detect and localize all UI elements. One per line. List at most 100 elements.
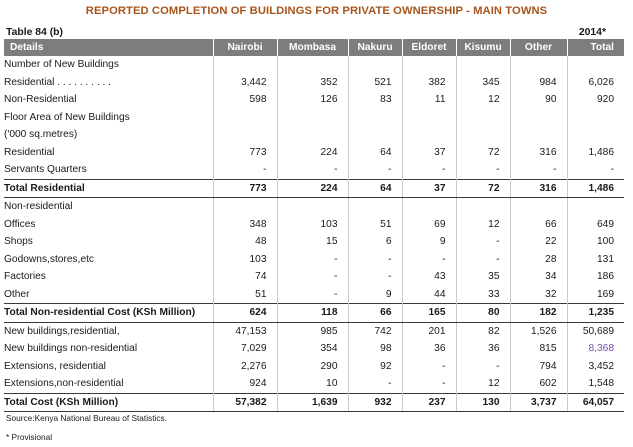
- table-row: Number of New Buildings: [4, 56, 624, 74]
- cell-nairobi: 598: [213, 91, 278, 109]
- cell-nakuru: 742: [348, 322, 403, 340]
- row-label: Factories: [4, 268, 214, 286]
- cell-eldoret: -: [402, 250, 457, 268]
- table-row: Total Residential 773 224 64 37 72 316 1,486: [4, 178, 624, 198]
- cell-nairobi: 48: [213, 233, 278, 251]
- table-row: Factories 74- -43 35 34 186: [4, 268, 624, 286]
- column-header: Total: [567, 39, 624, 56]
- cell-kisumu: [456, 197, 511, 216]
- cell-mombasa: -: [277, 250, 349, 268]
- column-header: Mombasa: [277, 39, 349, 56]
- cell-total: 131: [597, 253, 614, 265]
- table-row: Extensions, residential 2,276 290 92- -794 3,…: [4, 357, 624, 375]
- cell-mombasa: 290: [277, 357, 349, 375]
- cell-nairobi: 3,442: [213, 73, 278, 91]
- provisional-note: * Provisional: [6, 432, 53, 442]
- table-row: Non-Residential 598 126 83 11 12 90 920: [4, 91, 624, 109]
- row-label: Shops: [4, 233, 214, 251]
- cell-total: -: [610, 164, 614, 175]
- row-label: Floor Area of New Buildings: [4, 108, 214, 126]
- cell-nakuru: 64: [348, 143, 403, 161]
- cell-nairobi: -: [213, 161, 278, 179]
- cell-eldoret: 69: [402, 215, 457, 233]
- cell-kisumu: 36: [456, 340, 511, 358]
- cell-nairobi: 7,029: [213, 340, 278, 358]
- cell-mombasa: [277, 126, 349, 144]
- cell-nairobi: 624: [213, 303, 278, 323]
- cell-kisumu: 12: [456, 91, 511, 109]
- table-row: ('000 sq.metres): [4, 126, 624, 144]
- row-label: Extensions,non-residential: [4, 375, 214, 393]
- row-label: Other: [4, 285, 214, 304]
- cell-mombasa: 224: [277, 178, 349, 198]
- cell-nakuru: [348, 56, 403, 74]
- cell-eldoret: 11: [402, 91, 457, 109]
- cell-mombasa: 1,639: [277, 392, 349, 412]
- cell-kisumu: 345: [456, 73, 511, 91]
- row-label: Non-Residential: [4, 91, 214, 109]
- cell-nakuru: 932: [348, 392, 403, 412]
- cell-total: 1,548: [588, 378, 615, 389]
- cell-kisumu: 80: [456, 303, 511, 323]
- cell-other: [510, 126, 568, 144]
- row-label: Offices: [4, 215, 214, 233]
- cell-nairobi: 924: [213, 375, 278, 393]
- cell-nairobi: [213, 197, 278, 216]
- cell-other: 794: [510, 357, 568, 375]
- cell-mombasa: 118: [277, 303, 349, 323]
- cell-nairobi: 47,153: [213, 322, 278, 340]
- cell-eldoret: 201: [402, 322, 457, 340]
- table-row: Servants Quarters - - - - - - -: [4, 161, 624, 179]
- table-row: Non-residential: [4, 197, 624, 216]
- cell-total: 1,486: [588, 146, 615, 158]
- cell-nakuru: -: [348, 375, 403, 393]
- cell-nakuru: [348, 108, 403, 126]
- cell-mombasa: 10: [277, 375, 349, 393]
- cell-eldoret: 36: [402, 340, 457, 358]
- cell-mombasa: 103: [277, 215, 349, 233]
- cell-other: 34: [510, 268, 568, 286]
- cell-eldoret: 165: [402, 303, 457, 323]
- cell-kisumu: 12: [456, 375, 511, 393]
- cell-mombasa: [277, 56, 349, 74]
- row-label: Total Cost (KSh Million): [4, 392, 214, 412]
- cell-other: 66: [510, 215, 568, 233]
- row-label: Residential . . . . . . . . . .: [4, 73, 214, 91]
- cell-total: 649: [597, 218, 614, 230]
- cell-eldoret: 37: [402, 178, 457, 198]
- cell-total: 186: [597, 271, 614, 282]
- cell-total: [567, 109, 624, 127]
- table-row: Residential . . . . . . . . . . 3,442 352 5…: [4, 73, 624, 91]
- column-header: Eldoret: [402, 39, 457, 56]
- cell-nakuru: [348, 197, 403, 216]
- cell-mombasa: 15: [277, 233, 349, 251]
- cell-nakuru: -: [348, 161, 403, 179]
- cell-total: 64,057: [567, 392, 624, 412]
- table-title: REPORTED COMPLETION OF BUILDINGS FOR PRI…: [85, 5, 548, 17]
- cell-total: 8,368: [588, 343, 615, 354]
- cell-kisumu: -: [456, 357, 511, 375]
- year-label: 2014*: [578, 27, 606, 38]
- cell-mombasa: -: [277, 161, 349, 179]
- cell-mombasa: 352: [277, 73, 349, 91]
- column-header: Other: [510, 39, 568, 56]
- row-label: Servants Quarters: [4, 161, 214, 179]
- cell-nairobi: [213, 56, 278, 74]
- cell-nairobi: 74: [213, 268, 278, 286]
- cell-eldoret: [402, 197, 457, 216]
- cell-kisumu: 72: [456, 143, 511, 161]
- cell-nairobi: 51: [213, 285, 278, 304]
- cell-other: 815: [510, 340, 568, 358]
- cell-nairobi: 2,276: [213, 357, 278, 375]
- cell-eldoret: 43: [402, 268, 457, 286]
- cell-nairobi: 57,382: [213, 392, 278, 412]
- cell-nakuru: 9: [348, 285, 403, 304]
- cell-mombasa: [277, 108, 349, 126]
- table-row: New buildings,residential, 47,153 985 742 20…: [4, 322, 624, 340]
- cell-eldoret: -: [402, 375, 457, 393]
- cell-total: 1,235: [567, 303, 624, 323]
- cell-total: [567, 198, 624, 216]
- cell-total: 3,452: [588, 360, 615, 372]
- row-label: Non-residential: [4, 197, 214, 216]
- cell-total: 100: [597, 236, 614, 247]
